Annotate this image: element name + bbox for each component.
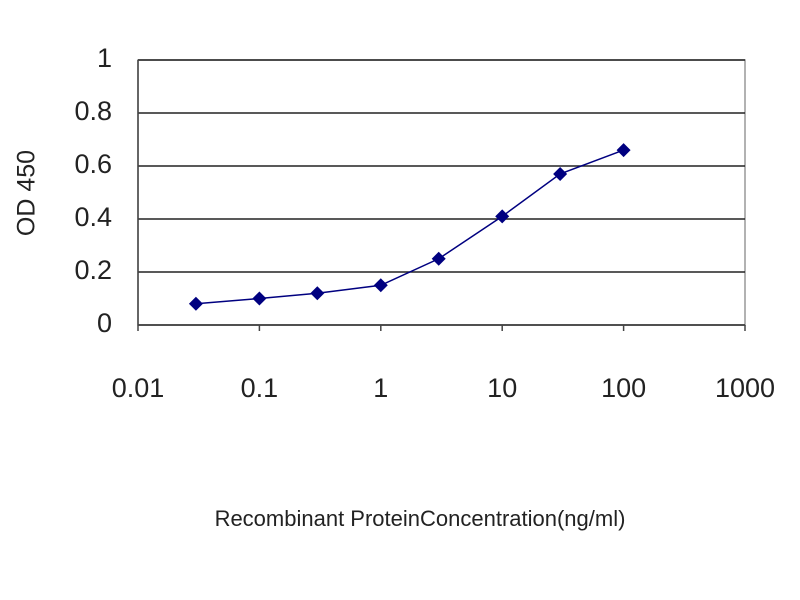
x-tick-label: 1 — [373, 373, 388, 403]
y-tick-label: 1 — [97, 43, 112, 73]
data-point — [495, 209, 510, 224]
x-axis-label: Recombinant ProteinConcentration(ng/ml) — [215, 506, 626, 531]
data-point — [373, 278, 388, 293]
x-tick-label: 100 — [601, 373, 646, 403]
x-tick-label: 0.1 — [241, 373, 279, 403]
y-tick-label: 0 — [97, 308, 112, 338]
y-tick-label: 0.6 — [74, 149, 112, 179]
data-point — [553, 166, 568, 181]
data-point — [188, 296, 203, 311]
y-tick-label: 0.4 — [74, 202, 112, 232]
x-tick-label: 10 — [487, 373, 517, 403]
y-tick-label: 0.2 — [74, 255, 112, 285]
data-point — [616, 143, 631, 158]
data-line — [195, 149, 624, 305]
data-point — [252, 291, 267, 306]
data-point — [310, 286, 325, 301]
y-axis-label: OD 450 — [13, 150, 41, 236]
y-tick-label: 0.8 — [74, 96, 112, 126]
plot-area — [137, 59, 746, 326]
x-tick-label: 1000 — [715, 373, 775, 403]
x-tick-label: 0.01 — [112, 373, 165, 403]
data-point — [431, 251, 446, 266]
